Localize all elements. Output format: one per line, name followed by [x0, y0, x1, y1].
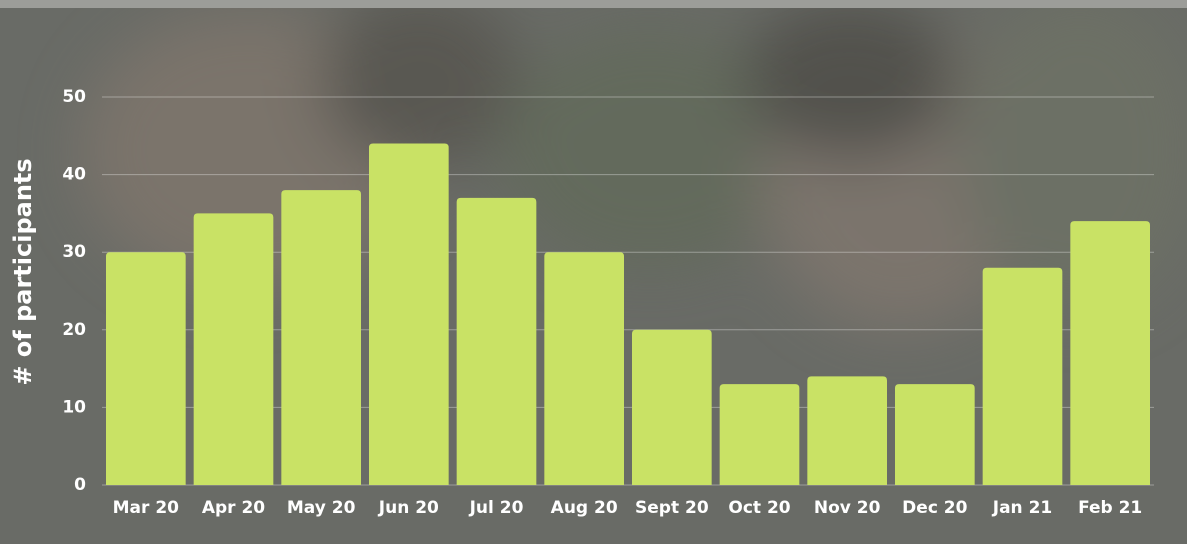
x-tick-label: Jun 20	[378, 498, 439, 518]
bar	[720, 384, 800, 485]
x-tick-label: Jan 21	[992, 498, 1052, 518]
x-tick-label: Apr 20	[202, 498, 265, 518]
bar	[807, 376, 887, 485]
bar	[632, 330, 712, 485]
x-tick-label: Dec 20	[902, 498, 967, 518]
bar	[281, 190, 361, 485]
bar	[369, 144, 449, 485]
x-tick-label: Sept 20	[635, 498, 709, 518]
y-axis-label: # of participants	[9, 158, 37, 385]
x-tick-label: Mar 20	[113, 498, 180, 518]
bar	[457, 198, 537, 485]
page: # of participants 0 10 20 30 40 50 Mar 20 Apr 2…	[0, 0, 1187, 544]
x-tick-label: Nov 20	[814, 498, 881, 518]
chart: # of participants 0 10 20 30 40 50 Mar 20 Apr 2…	[0, 0, 1187, 544]
x-tick-label: Jul 20	[469, 498, 524, 518]
x-tick-label: Aug 20	[551, 498, 618, 518]
y-tick-label: 10	[62, 397, 86, 417]
bar	[106, 252, 186, 485]
x-tick-label: May 20	[287, 498, 356, 518]
y-tick-label: 40	[62, 165, 86, 185]
bar	[983, 268, 1063, 485]
y-tick-label: 50	[62, 87, 86, 107]
y-tick-label: 0	[74, 475, 86, 495]
bar	[1070, 221, 1150, 485]
bar	[544, 252, 624, 485]
bar	[895, 384, 975, 485]
y-tick-label: 20	[62, 320, 86, 340]
y-tick-label: 30	[62, 242, 86, 262]
bar	[194, 213, 274, 485]
x-tick-label: Oct 20	[728, 498, 790, 518]
top-strip	[0, 0, 1187, 8]
x-tick-label: Feb 21	[1078, 498, 1142, 518]
